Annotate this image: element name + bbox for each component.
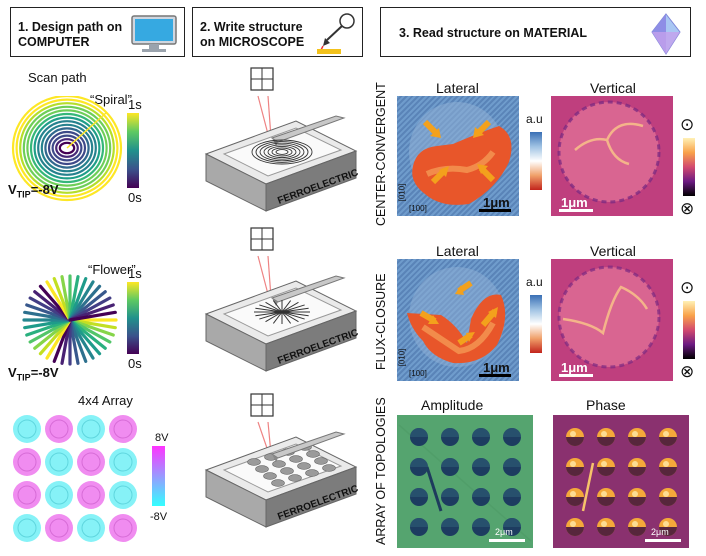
step1-header-line1: 1. Design path on <box>18 20 123 34</box>
step1-header: 1. Design path on COMPUTER <box>10 7 185 57</box>
vertical-title-2: Vertical <box>590 243 636 259</box>
vertical-colorbar-2 <box>683 301 695 359</box>
row-label-center-convergent: CENTER-CONVERGENT <box>374 82 388 226</box>
row-label-array-of-topologies: ARRAY OF TOPOLOGIES <box>374 397 388 545</box>
voltage-top-label: 8V <box>155 432 169 444</box>
scan-path-title: Scan path <box>28 70 87 85</box>
microscope-tip-icon <box>317 13 355 54</box>
amplitude-title: Amplitude <box>421 397 484 413</box>
au-label-1: a.u <box>526 112 543 126</box>
spiral-scan-path <box>11 96 123 202</box>
vertical-pfm-image-center-convergent: 1μm <box>551 96 673 216</box>
vertical-title-1: Vertical <box>590 80 636 96</box>
array-scan-pattern <box>13 415 137 542</box>
device-spiral-write: FERROELECTRIC <box>204 67 360 212</box>
row-label-flux-closure: FLUX-CLOSURE <box>374 273 388 370</box>
scale-bar-label-2: 1μm <box>561 195 588 210</box>
step2-header: 2. Write structure on MICROSCOPE <box>192 7 363 57</box>
voltage-bottom-label: -8V <box>150 511 168 523</box>
amplitude-pfm-image-array: 2μm <box>397 415 533 548</box>
scale-bar-label-5: 2μm <box>495 527 513 537</box>
vtip-label-spiral: VTIP=-8V <box>8 182 59 200</box>
time-bottom-label: 0s <box>128 190 142 205</box>
flower-label: “Flower” <box>88 262 136 277</box>
into-plane-icon-1: ⊗ <box>680 199 695 218</box>
scale-bar-label-1: 1μm <box>483 195 510 210</box>
time-top-label-flower: 1s <box>128 266 142 281</box>
flower-scan-path <box>22 274 118 366</box>
voltage-colorbar <box>152 446 165 506</box>
time-bottom-label-flower: 0s <box>128 356 142 371</box>
vtip-label-flower: VTIP=-8V <box>8 365 59 383</box>
time-top-label: 1s <box>128 97 142 112</box>
phase-title: Phase <box>586 397 626 413</box>
axis-label-010-2: [010] <box>397 348 407 367</box>
lateral-title-2: Lateral <box>436 243 479 259</box>
lateral-pfm-image-flux-closure: 1μm [010] [100] <box>397 259 519 381</box>
axis-label-010-1: [010] <box>397 183 407 202</box>
lateral-colorbar-1 <box>530 132 542 190</box>
out-of-plane-icon-1: ⊙ <box>680 115 695 134</box>
phase-pfm-image-array: 2μm <box>553 415 689 548</box>
crystal-icon <box>651 13 681 55</box>
axis-label-100-1: [100] <box>409 204 427 213</box>
step3-header: 3. Read structure on MATERIAL <box>380 7 691 57</box>
lateral-colorbar-2 <box>530 295 542 353</box>
out-of-plane-icon-2: ⊙ <box>680 278 695 297</box>
step2-header-line2: on MICROSCOPE <box>200 35 305 49</box>
vertical-pfm-image-flux-closure: 1μm <box>551 259 673 381</box>
device-flower-write: FERROELECTRIC <box>204 227 360 372</box>
scale-bar-label-4: 1μm <box>561 360 588 375</box>
lateral-title-1: Lateral <box>436 80 479 96</box>
spiral-label: “Spiral” <box>90 92 132 107</box>
axis-label-100-2: [100] <box>409 369 427 378</box>
scale-bar-label-3: 1μm <box>483 360 510 375</box>
step1-header-line2: COMPUTER <box>18 35 90 49</box>
step3-header-text: 3. Read structure on MATERIAL <box>399 26 587 40</box>
step2-header-line1: 2. Write structure <box>200 20 303 34</box>
into-plane-icon-2: ⊗ <box>680 362 695 381</box>
lateral-pfm-image-center-convergent: 1μm [010] [100] <box>397 96 519 216</box>
au-label-2: a.u <box>526 275 543 289</box>
array-label: 4x4 Array <box>78 393 133 408</box>
time-colorbar-flower <box>127 282 139 354</box>
scale-bar-label-6: 2μm <box>651 527 669 537</box>
computer-icon <box>131 15 177 52</box>
device-array-write: FERROELECTRIC <box>204 393 360 528</box>
time-colorbar-spiral <box>127 113 139 188</box>
vertical-colorbar-1 <box>683 138 695 196</box>
